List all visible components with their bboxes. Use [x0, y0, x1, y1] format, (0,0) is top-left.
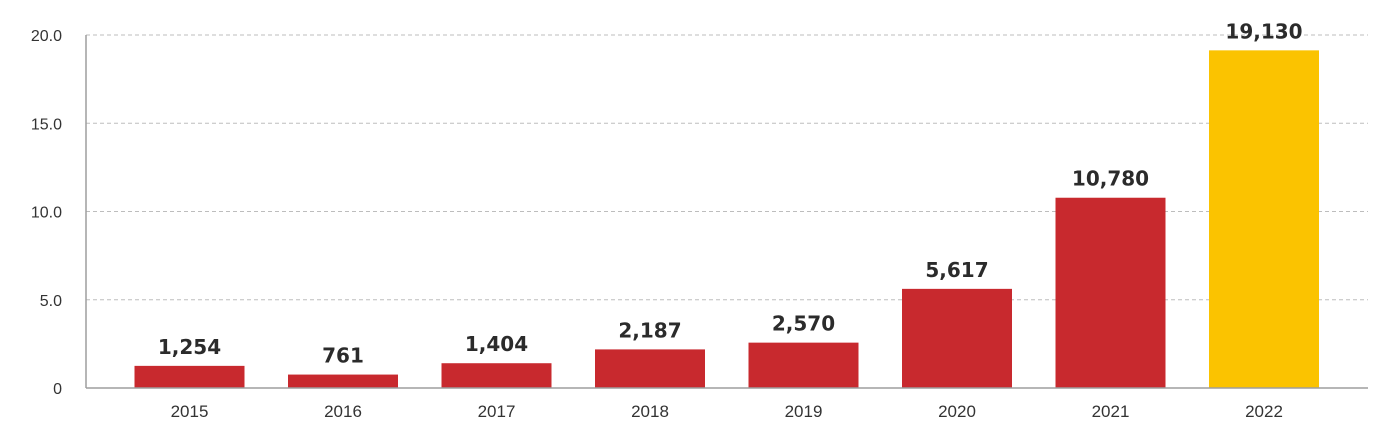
- y-tick-label: 5.0: [40, 293, 62, 310]
- bar-2020: [902, 288, 1012, 388]
- x-tick-label-2017: 2017: [478, 402, 516, 421]
- bar-2015: [134, 365, 245, 388]
- data-label-2016: 761: [322, 344, 364, 368]
- bar-2016: [288, 374, 398, 388]
- y-tick-label: 10.0: [31, 205, 62, 222]
- bars: [134, 50, 1319, 388]
- y-tick-label: 0: [53, 381, 62, 398]
- x-tick-label-2018: 2018: [631, 402, 669, 421]
- x-axis-tick-labels: 2015 2016 2017 2018 2019 2020 2021 2022: [171, 402, 1283, 421]
- bar-2022: [1209, 50, 1319, 388]
- x-tick-label-2020: 2020: [938, 402, 976, 421]
- y-tick-label: 15.0: [31, 116, 62, 133]
- data-label-2015: 1,254: [158, 335, 221, 359]
- y-axis-tick-labels: 0 5.0 10.0 15.0 20.0: [31, 28, 62, 398]
- bar-2019: [748, 342, 859, 388]
- data-label-2021: 10,780: [1072, 167, 1149, 191]
- x-tick-label-2019: 2019: [785, 402, 823, 421]
- data-label-2020: 5,617: [925, 258, 988, 282]
- data-labels: 1,254 761 1,404 2,187 2,570 5,617 10,780 19,130: [158, 19, 1303, 367]
- y-tick-label: 20.0: [31, 28, 62, 45]
- bar-2021: [1055, 197, 1166, 388]
- x-tick-label-2022: 2022: [1245, 402, 1283, 421]
- bar-2018: [595, 349, 705, 388]
- gridlines: [86, 34, 1368, 301]
- x-tick-label-2021: 2021: [1092, 402, 1130, 421]
- data-label-2019: 2,570: [772, 312, 835, 336]
- data-label-2022: 19,130: [1225, 19, 1302, 43]
- data-label-2017: 1,404: [465, 332, 528, 356]
- bar-2017: [441, 363, 552, 388]
- x-tick-label-2016: 2016: [324, 402, 362, 421]
- data-label-2018: 2,187: [618, 318, 681, 342]
- x-tick-label-2015: 2015: [171, 402, 209, 421]
